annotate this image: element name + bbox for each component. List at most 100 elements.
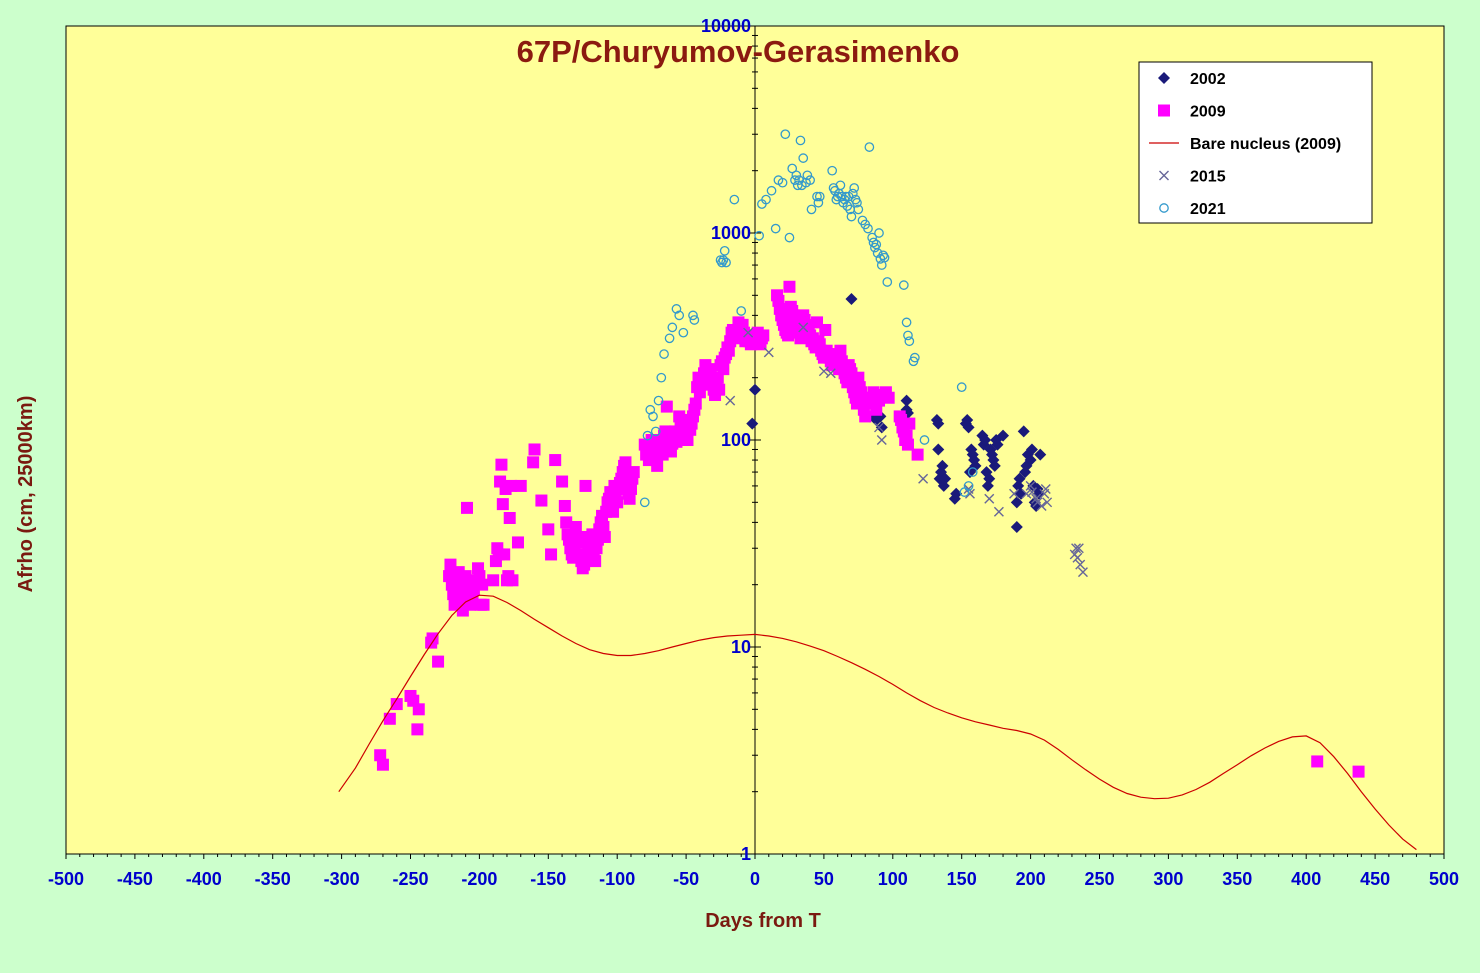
data-point [805, 175, 815, 186]
data-point [863, 223, 873, 234]
data-point [660, 400, 673, 413]
y-tick-label: 1000 [711, 223, 751, 243]
data-point [879, 252, 890, 263]
data-point [528, 443, 541, 456]
data-point [736, 306, 747, 316]
data-point [1010, 496, 1023, 509]
data-point [722, 344, 735, 357]
y-tick-label: 1 [741, 844, 751, 864]
data-point [749, 383, 761, 396]
data-point [798, 322, 809, 333]
data-point [898, 280, 909, 290]
data-point [870, 403, 883, 416]
data-point [909, 352, 920, 363]
x-tick-label: -150 [530, 869, 566, 889]
data-point [653, 395, 664, 406]
data-point [1013, 472, 1026, 485]
data-point [988, 459, 1001, 472]
data-point [997, 429, 1010, 442]
legend-marker [1159, 203, 1169, 213]
data-point [967, 467, 978, 477]
x-axis-title: Days from T [705, 910, 821, 932]
data-point [783, 280, 796, 293]
data-point [719, 245, 730, 256]
data-point [835, 180, 846, 191]
data-point [411, 723, 424, 736]
data-point [689, 397, 702, 410]
data-point [852, 371, 865, 384]
y-axis-title: Afrho (cm, 25000km) [15, 396, 37, 593]
x-tick-label: 100 [878, 869, 908, 889]
x-tick-label: -500 [48, 869, 84, 889]
data-point [383, 712, 396, 725]
data-point [667, 322, 678, 333]
data-point [766, 185, 777, 196]
data-point [969, 459, 982, 472]
data-point [932, 417, 945, 430]
data-point [991, 438, 1004, 451]
legend-label: Bare nucleus (2009) [1190, 136, 1341, 153]
data-point [412, 703, 425, 716]
data-point [743, 327, 754, 338]
data-point [645, 404, 656, 415]
data-point [514, 479, 527, 492]
data-point [900, 394, 913, 407]
bare-nucleus-line [338, 594, 1417, 851]
x-tick-label: 150 [947, 869, 977, 889]
data-point [598, 530, 611, 543]
data-point [715, 255, 726, 265]
x-tick-label: 50 [814, 869, 834, 889]
data-point [859, 410, 872, 423]
data-point [847, 188, 858, 199]
data-point [688, 310, 698, 321]
data-point [1034, 448, 1047, 461]
data-point [1017, 425, 1030, 438]
data-point [950, 487, 963, 500]
data-point [642, 430, 653, 441]
data-point [911, 448, 924, 461]
data-point [956, 382, 967, 393]
data-point [717, 363, 730, 376]
legend: 2002 2009 Bare nucleus (2009) 2015 2021 [1138, 61, 1373, 224]
legend-label: 2015 [1190, 169, 1226, 186]
data-point [979, 434, 992, 446]
x-tick-label: -200 [461, 869, 497, 889]
data-point [558, 499, 571, 512]
data-point [782, 329, 795, 342]
data-point [579, 479, 592, 492]
x-tick-label: 400 [1291, 869, 1321, 889]
data-point [511, 536, 524, 549]
series-2009 [374, 280, 1365, 778]
data-point [1026, 487, 1037, 498]
data-point [671, 304, 682, 314]
y-tick-label: 10000 [701, 16, 751, 36]
data-point [689, 315, 700, 325]
data-point [619, 456, 632, 469]
data-point [503, 511, 516, 524]
data-point [818, 366, 829, 377]
data-point [825, 368, 836, 379]
data-point [814, 191, 825, 202]
data-point [664, 333, 675, 344]
data-point [878, 250, 889, 261]
series-layer [338, 129, 1417, 851]
axes: -500 -450 -400 -350 -300 -250 -200 -150 -100 -50 0… [48, 16, 1459, 889]
legend-label: 2021 [1190, 201, 1226, 218]
data-point [589, 555, 602, 568]
data-point [1021, 488, 1032, 499]
data-point [729, 194, 740, 205]
data-point [674, 310, 685, 321]
x-tick-label: -50 [673, 869, 699, 889]
data-point [1009, 488, 1020, 499]
data-point [770, 223, 781, 234]
data-point [964, 488, 975, 499]
data-point [875, 421, 888, 434]
x-tick-label: -250 [392, 869, 428, 889]
data-point [1075, 559, 1086, 570]
data-point [678, 327, 689, 338]
data-point [874, 228, 884, 238]
data-point [876, 435, 887, 445]
data-point [1031, 493, 1042, 504]
data-point [1311, 755, 1324, 768]
data-point [623, 492, 636, 505]
